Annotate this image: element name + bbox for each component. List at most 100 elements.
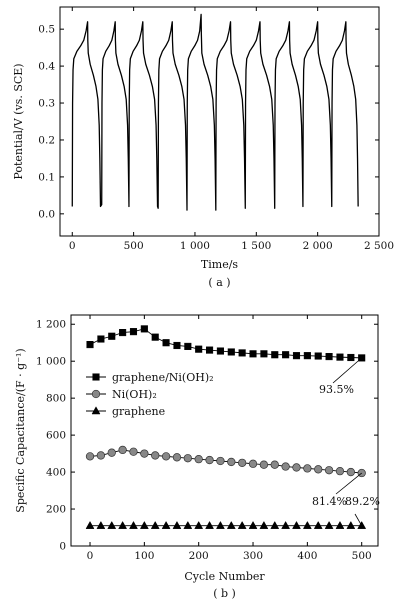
data-point (227, 457, 236, 467)
y-tick-label: 800 (46, 393, 66, 405)
annotation-label: 81.4% (312, 495, 347, 508)
series-line-potential (71, 13, 359, 211)
data-point (85, 452, 95, 461)
y-tick-label: 400 (46, 467, 66, 479)
data-point (129, 447, 138, 456)
legend-marker (91, 406, 101, 415)
panel-label: ( b ) (213, 587, 236, 600)
data-point (206, 346, 214, 354)
data-point (281, 520, 291, 529)
data-point (140, 449, 149, 458)
y-tick-label: 0.0 (38, 208, 55, 220)
data-point (292, 520, 301, 529)
data-point (194, 520, 204, 529)
data-point (238, 458, 247, 467)
data-point (96, 451, 106, 460)
y-tick-label: 0 (59, 541, 66, 553)
data-point (183, 454, 192, 463)
data-point (96, 520, 106, 529)
y-tick-label: 0.4 (38, 61, 55, 73)
y-axis-label: Specific Capacitance/(F · g⁻¹) (14, 348, 27, 512)
data-point (216, 456, 225, 466)
data-point (184, 342, 192, 350)
data-point (85, 520, 95, 529)
annotation-label: 93.5% (319, 383, 354, 396)
legend-label: graphene (112, 405, 165, 418)
data-point (324, 520, 334, 529)
x-tick-label: 0 (69, 240, 76, 252)
data-point (292, 463, 301, 472)
data-point (237, 520, 247, 529)
annotation-leader (354, 513, 363, 526)
data-point (161, 452, 171, 461)
annotation-leader (335, 472, 362, 495)
y-tick-label: 600 (46, 430, 66, 442)
data-point (108, 332, 116, 340)
data-point (151, 451, 160, 460)
x-tick-label: 100 (134, 550, 154, 562)
data-point (336, 353, 344, 361)
x-tick-label: 2 500 (364, 240, 394, 252)
data-point (226, 520, 236, 529)
x-axis-label: Time/s (201, 258, 239, 271)
data-point (248, 520, 258, 529)
plot-frame (70, 314, 379, 547)
x-tick-label: 200 (189, 550, 209, 562)
data-point (303, 464, 312, 473)
data-point (205, 455, 214, 465)
data-point (238, 349, 246, 357)
y-tick-label: 0.3 (38, 98, 55, 110)
annotation-leader (332, 357, 362, 384)
data-point (97, 335, 105, 343)
data-point (248, 459, 258, 468)
data-point (195, 345, 203, 353)
legend-label: graphene/Ni(OH)₂ (112, 371, 214, 384)
data-point (259, 460, 269, 469)
data-point (161, 520, 171, 529)
data-point (314, 465, 323, 474)
x-tick-label: 1 500 (241, 240, 271, 252)
plot-frame (59, 6, 380, 237)
data-point (194, 454, 203, 464)
data-point (271, 351, 279, 359)
y-tick-label: 0.1 (38, 171, 55, 183)
x-axis-label: Cycle Number (184, 570, 265, 583)
data-point (259, 520, 269, 529)
series-square (86, 325, 366, 362)
data-point (150, 520, 160, 529)
data-point (215, 520, 225, 529)
data-point (282, 351, 290, 359)
data-point (139, 520, 149, 529)
data-point (302, 520, 312, 529)
annotation-label: 89.2% (345, 495, 380, 508)
x-tick-label: 1 000 (180, 240, 210, 252)
data-point (303, 352, 311, 360)
x-tick-label: 2 000 (303, 240, 333, 252)
x-tick-label: 500 (352, 550, 372, 562)
data-point (249, 350, 257, 358)
data-point (172, 453, 182, 462)
y-tick-label: 0.2 (38, 134, 55, 146)
data-point (183, 520, 193, 529)
data-point (270, 520, 280, 529)
series-circle (85, 445, 366, 478)
legend: graphene/Ni(OH)₂ Ni(OH)₂ graphene (86, 371, 214, 418)
x-tick-label: 400 (297, 550, 317, 562)
data-point (129, 328, 138, 336)
data-point (119, 329, 127, 337)
data-point (260, 350, 268, 358)
y-tick-label: 0.5 (38, 24, 55, 36)
data-point (216, 347, 224, 355)
data-point (281, 462, 290, 471)
data-point (325, 353, 333, 361)
data-point (173, 341, 181, 350)
data-point (118, 520, 128, 529)
x-tick-label: 0 (87, 550, 94, 562)
data-point (86, 341, 94, 349)
legend-label: Ni(OH)₂ (112, 388, 157, 401)
series-triangle (85, 520, 367, 529)
data-point (172, 520, 182, 529)
legend-marker (91, 389, 101, 399)
legend-marker (92, 373, 100, 381)
